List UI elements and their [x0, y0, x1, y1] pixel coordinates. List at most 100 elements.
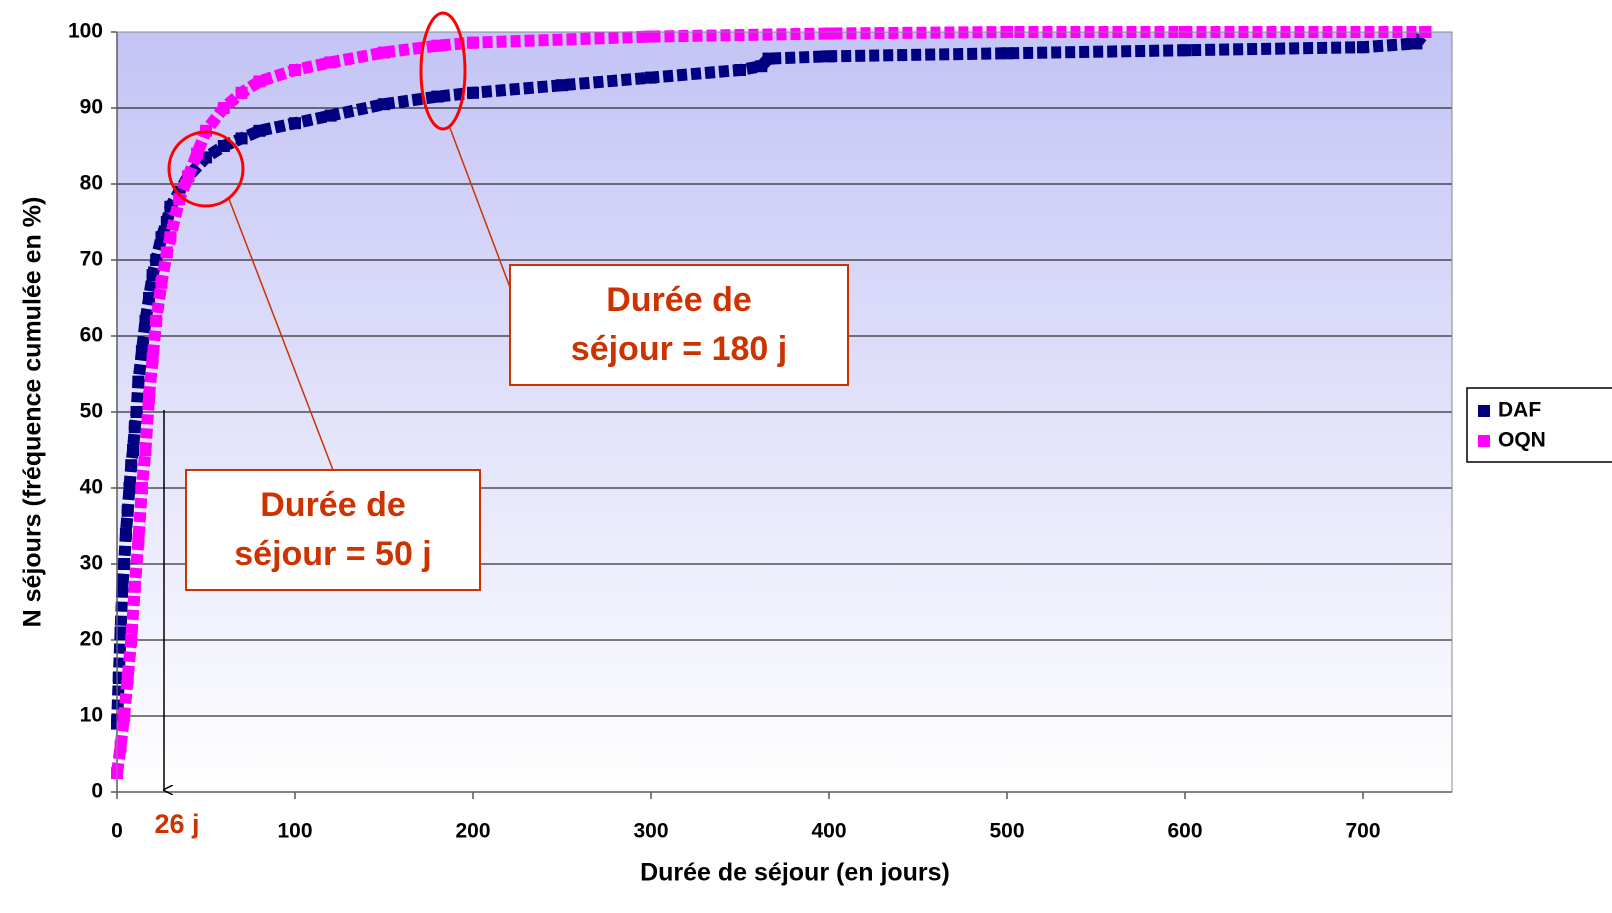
point	[132, 375, 145, 388]
y-tick-label: 50	[80, 400, 103, 423]
point	[1357, 41, 1369, 54]
leader-line	[228, 198, 334, 471]
point	[467, 36, 479, 49]
point	[1001, 47, 1013, 60]
x-tick-label: 0	[111, 820, 123, 843]
point	[130, 406, 143, 418]
point	[121, 504, 134, 517]
point	[235, 132, 248, 145]
x-tick-label: 200	[455, 820, 490, 843]
point	[217, 102, 230, 114]
y-tick-label: 20	[80, 628, 103, 651]
point	[762, 52, 775, 65]
annotation-box	[509, 264, 849, 386]
point	[139, 314, 152, 327]
point	[755, 60, 768, 73]
point	[128, 580, 141, 593]
point	[191, 147, 204, 160]
point	[119, 527, 132, 540]
point	[160, 246, 173, 259]
point	[253, 75, 266, 88]
point	[143, 390, 156, 403]
series-band	[111, 26, 1426, 774]
x-tick-label: 700	[1345, 820, 1380, 843]
x-axis-title: Durée de séjour (en jours)	[640, 859, 950, 887]
point	[114, 740, 127, 753]
point	[253, 124, 266, 137]
point	[114, 626, 127, 639]
y-tick-label: 0	[91, 780, 103, 803]
annotation-text: Durée de	[606, 281, 752, 319]
marks	[111, 26, 1432, 779]
y-tick-label: 30	[80, 552, 103, 575]
point	[235, 86, 248, 99]
point	[118, 558, 131, 570]
point	[182, 170, 195, 183]
point	[121, 672, 134, 684]
x-tick-label: 400	[811, 820, 846, 843]
y-tick-label: 10	[80, 704, 103, 727]
point	[645, 30, 657, 43]
y-tick-label: 90	[80, 96, 103, 119]
legend-swatch	[1478, 405, 1490, 417]
point	[127, 444, 140, 456]
y-tick-label: 70	[80, 248, 103, 271]
point	[289, 117, 301, 130]
y-tick-label: 40	[80, 476, 103, 499]
highlight-circle	[419, 11, 467, 131]
point	[135, 345, 148, 358]
point	[289, 64, 301, 76]
x-tick-label: 100	[277, 820, 312, 843]
point	[378, 46, 390, 59]
legend-items: DAF OQN	[1478, 399, 1546, 452]
point	[823, 27, 835, 40]
legend-label: OQN	[1498, 429, 1546, 452]
annotation-text: Durée de	[260, 486, 406, 524]
point	[1179, 44, 1191, 57]
x-tick-label: 300	[633, 820, 668, 843]
y-tick-label: 80	[80, 172, 103, 195]
point	[116, 580, 129, 593]
point	[734, 64, 746, 76]
point	[132, 535, 145, 548]
point	[431, 90, 444, 103]
plot-frame	[116, 31, 1453, 793]
point	[128, 421, 141, 434]
y-tick-label: 100	[68, 20, 103, 43]
x-tick-label: 500	[989, 820, 1024, 843]
point	[324, 109, 337, 122]
point	[155, 276, 168, 289]
point	[146, 352, 159, 365]
point	[1410, 37, 1423, 50]
annotation-box	[185, 469, 481, 591]
point	[431, 39, 444, 52]
y-axis-title: N séjours (fréquence cumulée en %)	[19, 197, 47, 628]
point	[645, 71, 657, 84]
point	[324, 56, 337, 69]
annotation-text: séjour = 50 j	[234, 535, 432, 573]
legend-label: DAF	[1498, 399, 1541, 422]
y-tick-label: 60	[80, 324, 103, 347]
x-tick-label: 600	[1167, 820, 1202, 843]
highlight-circle	[167, 130, 245, 208]
point	[139, 444, 152, 456]
annotation-text: séjour = 180 j	[571, 330, 787, 368]
leader-line	[449, 127, 512, 291]
point	[118, 710, 131, 722]
point	[150, 314, 163, 327]
point	[123, 482, 136, 494]
point	[378, 98, 390, 111]
point	[164, 231, 177, 244]
point	[125, 459, 138, 472]
point	[125, 634, 138, 646]
legend	[1466, 387, 1612, 463]
point	[143, 292, 156, 304]
legend-swatch	[1478, 435, 1490, 447]
point	[135, 482, 148, 494]
point	[556, 79, 568, 92]
point	[823, 50, 835, 63]
point	[467, 86, 479, 99]
annotation-text: 26 j	[154, 809, 199, 839]
point	[217, 140, 230, 152]
